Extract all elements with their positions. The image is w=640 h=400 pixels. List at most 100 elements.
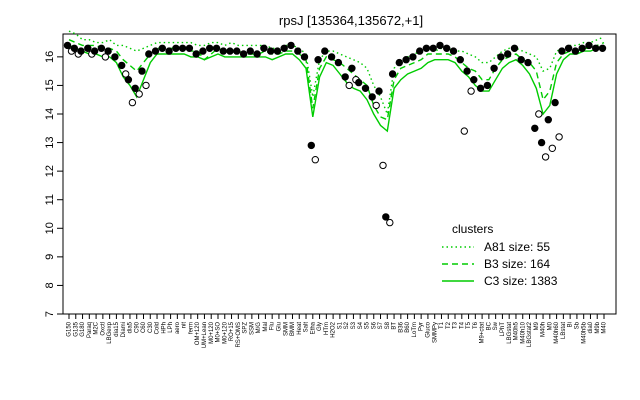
- data-point: [555, 133, 563, 141]
- y-tick-label: 7: [44, 311, 56, 317]
- data-point: [375, 87, 383, 95]
- data-point: [476, 84, 485, 93]
- data-point: [524, 58, 532, 67]
- y-tick-label: 13: [44, 136, 56, 148]
- data-point: [416, 47, 424, 55]
- x-tick-label: aero: [175, 321, 181, 334]
- data-point: [551, 98, 559, 107]
- data-point: [287, 41, 295, 50]
- x-tick-label: Cold: [155, 322, 161, 334]
- y-tick-label: 9: [44, 254, 56, 260]
- points-layer: [63, 41, 607, 227]
- data-point: [253, 50, 261, 58]
- data-point: [463, 67, 471, 75]
- x-tick-label: G150: [67, 321, 73, 336]
- data-point: [192, 50, 200, 58]
- x-tick-label: Gluco: [426, 321, 432, 337]
- data-point: [535, 110, 543, 118]
- data-point: [70, 44, 79, 52]
- x-tick-label: Glu: [277, 322, 283, 331]
- data-point: [541, 153, 550, 161]
- x-tick-label: S5: [365, 321, 371, 329]
- data-point: [151, 47, 160, 55]
- chart-title: rpsJ [135364,135672,+1]: [279, 13, 423, 28]
- y-tick-label: 14: [44, 108, 56, 120]
- data-point: [199, 47, 207, 55]
- series-layer: [68, 30, 605, 133]
- x-tick-label: M40h5: [514, 321, 520, 340]
- data-point: [467, 87, 475, 95]
- x-tick-label: Oxctl: [100, 322, 106, 336]
- x-tick-label: S2: [344, 321, 350, 329]
- data-point: [517, 56, 525, 64]
- data-point: [585, 41, 593, 50]
- x-tick-label: S8: [385, 321, 391, 329]
- data-point: [97, 44, 106, 52]
- x-tick-label: BT: [392, 322, 398, 330]
- data-point: [145, 50, 153, 58]
- x-tick-label: ferm: [188, 322, 194, 334]
- x-tick-label: Flu: [270, 322, 276, 330]
- y-tick-label: 8: [44, 282, 56, 288]
- x-tick-label: RS+OMS: [236, 322, 242, 348]
- y-tick-label: 16: [44, 51, 56, 63]
- x-tick-label: Paraq: [87, 322, 93, 338]
- x-tick-label: T1: [439, 321, 445, 329]
- x-tick-label: S7: [378, 321, 384, 329]
- data-point: [497, 53, 505, 61]
- legend-label-c3: C3 size: 1383: [484, 274, 558, 288]
- x-tick-label: Sw: [493, 321, 499, 330]
- x-tick-label: LPh: [168, 322, 174, 333]
- data-point: [456, 56, 464, 64]
- series-line-dotted: [68, 30, 605, 117]
- y-tick-label: 11: [44, 194, 56, 205]
- x-tick-label: Gly: [317, 322, 323, 331]
- x-tick-label: dia5: [128, 321, 134, 333]
- data-point: [345, 81, 353, 90]
- data-point: [226, 47, 234, 55]
- data-point: [334, 58, 343, 67]
- x-tick-label: G180: [80, 321, 86, 336]
- y-tick-label: 12: [44, 165, 56, 177]
- data-point: [314, 56, 322, 64]
- x-tick-label: G135: [73, 321, 79, 336]
- x-tick-label: T2: [446, 321, 452, 329]
- x-tick-label: LPhT: [500, 322, 506, 337]
- legend-title: clusters: [452, 222, 493, 236]
- y-tick-label: 15: [44, 79, 56, 91]
- x-tick-label: LBGstat2: [527, 321, 533, 347]
- y-tick-label: 10: [44, 222, 56, 234]
- x-tick-label: HPh: [161, 322, 167, 334]
- data-point: [233, 47, 241, 55]
- x-tick-label: C30: [148, 321, 154, 333]
- x-tick-label: T3: [453, 321, 459, 329]
- x-tick-label: M40h5b: [581, 321, 587, 343]
- data-point: [598, 44, 607, 52]
- data-point: [341, 73, 349, 81]
- x-tick-label: T4: [459, 321, 465, 329]
- data-point: [388, 70, 397, 78]
- x-tick-label: M/G: [256, 322, 262, 334]
- x-tick-label: UM+Lean: [202, 322, 208, 348]
- x-tick-label: SMM: [283, 322, 289, 336]
- data-point: [531, 124, 539, 133]
- data-point: [307, 141, 315, 150]
- data-point: [436, 41, 444, 50]
- data-point: [239, 50, 248, 58]
- x-tick-label: T6: [473, 321, 479, 329]
- data-point: [548, 144, 556, 153]
- x-tick-label: M9: [534, 321, 540, 330]
- data-point: [131, 84, 139, 93]
- data-point: [327, 53, 336, 61]
- data-point: [361, 84, 370, 93]
- x-tick-label: Sb: [574, 321, 580, 329]
- data-point: [368, 93, 376, 101]
- data-point: [382, 213, 390, 221]
- data-point: [101, 53, 110, 61]
- data-point: [490, 64, 498, 73]
- x-tick-label: BMM: [290, 322, 296, 336]
- data-point: [212, 44, 221, 52]
- data-point: [409, 53, 417, 61]
- x-tick-label: LBGexp: [107, 321, 113, 343]
